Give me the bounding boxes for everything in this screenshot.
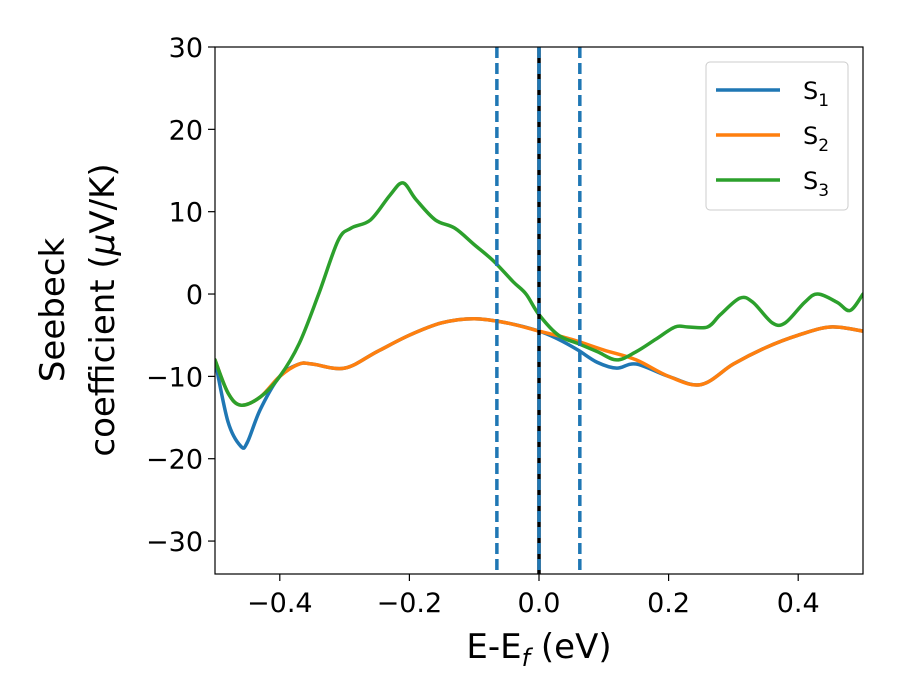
y-tick-label: 0 bbox=[186, 280, 203, 311]
y-tick-label: 20 bbox=[169, 115, 203, 146]
ticks: −0.4 −0.2 0.0 0.2 0.4 −30 −20 −10 0 10 20 30 bbox=[146, 33, 820, 619]
y-tick-label: 10 bbox=[169, 198, 203, 229]
x-tick-label: −0.4 bbox=[247, 588, 313, 619]
legend-entries: S1 S2 S3 bbox=[716, 77, 829, 201]
y-tick-label: −10 bbox=[146, 362, 203, 393]
x-axis-title: E-Ef (eV) bbox=[466, 627, 611, 672]
legend-label-s1: S1 bbox=[803, 77, 829, 111]
x-tick-label: 0.4 bbox=[777, 588, 820, 619]
legend-label-s2: S2 bbox=[803, 122, 829, 156]
y-tick-label: 30 bbox=[169, 33, 203, 64]
y-tick-label: −30 bbox=[146, 527, 203, 558]
x-tick-label: 0.0 bbox=[518, 588, 561, 619]
x-tick-label: 0.2 bbox=[647, 588, 690, 619]
legend: S1 S2 S3 bbox=[705, 61, 849, 211]
y-axis-title-line1: Seebeck bbox=[33, 238, 73, 383]
x-tick-label: −0.2 bbox=[377, 588, 443, 619]
plot-lines bbox=[215, 47, 863, 574]
y-axis-title-line2: coefficient (μV/K) bbox=[83, 163, 123, 456]
legend-label-s3: S3 bbox=[803, 167, 829, 201]
y-axis-title-mu: μ bbox=[83, 234, 123, 257]
y-tick-label: −20 bbox=[146, 445, 203, 476]
